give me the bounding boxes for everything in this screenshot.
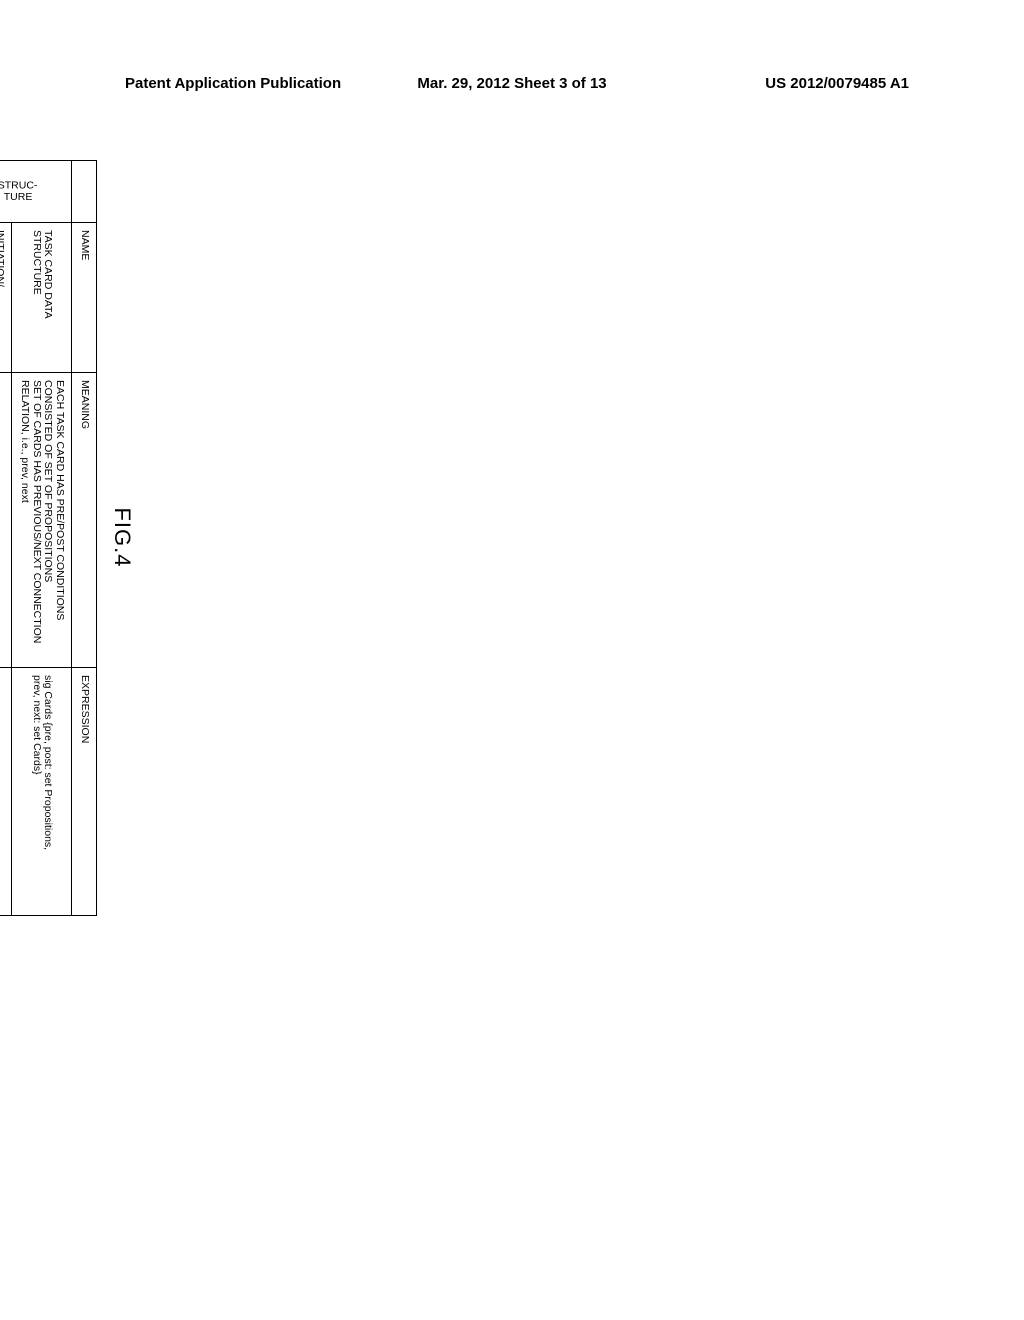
table-row: INITIATION/ TERMINATION CONDITION STRUCT…	[0, 161, 12, 916]
table-header-row: NAME MEANING EXPRESSION	[72, 161, 97, 916]
cell-expression: one sig Req { start, goal: set Propositi…	[0, 668, 12, 916]
table-row: STRUC- TURE TASK CARD DATA STRUCTURE EAC…	[12, 161, 72, 916]
section-structure: STRUC- TURE	[0, 161, 72, 223]
header-center: Mar. 29, 2012 Sheet 3 of 13	[417, 75, 606, 92]
cell-name: INITIATION/ TERMINATION CONDITION STRUCT…	[0, 223, 12, 373]
figure-container: FIG.4 NAME MEANING EXPRESSION STRUC- TUR…	[0, 160, 135, 915]
header-expression: EXPRESSION	[72, 668, 97, 916]
header-name: NAME	[72, 223, 97, 373]
header-blank	[72, 161, 97, 223]
header-meaning: MEANING	[72, 373, 97, 668]
cell-name: TASK CARD DATA STRUCTURE	[12, 223, 72, 373]
figure-label: FIG.4	[109, 160, 135, 915]
header-right: US 2012/0079485 A1	[765, 75, 909, 92]
cell-expression: sig Cards {pre, post: set Propositions, …	[12, 668, 72, 916]
page-header: Patent Application Publication Mar. 29, …	[0, 75, 1024, 92]
cell-meaning: PROCESS HAS INITIATION CONDITION AND TER…	[0, 373, 12, 668]
header-left: Patent Application Publication	[125, 75, 341, 92]
cell-meaning: EACH TASK CARD HAS PRE/POST CONDITIONS C…	[12, 373, 72, 668]
constraint-table: NAME MEANING EXPRESSION STRUC- TURE TASK…	[0, 160, 97, 916]
